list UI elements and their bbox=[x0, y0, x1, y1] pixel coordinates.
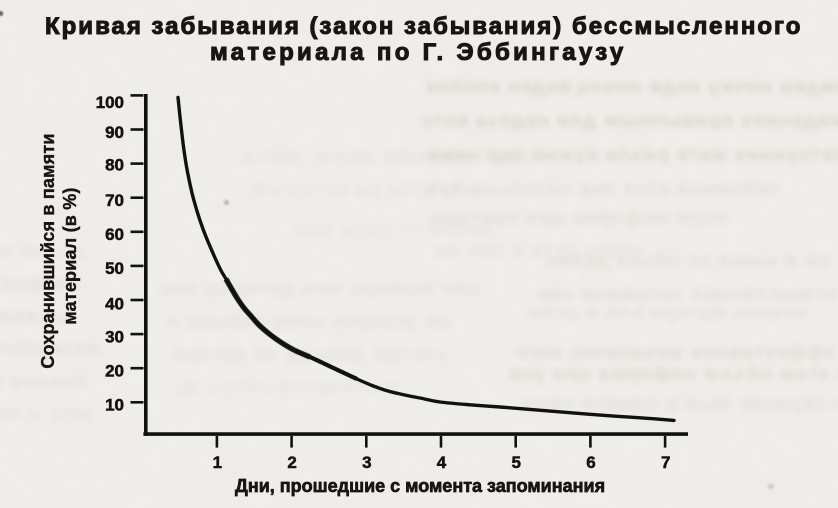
svg-text:1: 1 bbox=[213, 453, 222, 472]
svg-text:7: 7 bbox=[661, 453, 670, 472]
svg-text:5: 5 bbox=[511, 453, 520, 472]
svg-text:80: 80 bbox=[105, 156, 124, 175]
svg-text:40: 40 bbox=[105, 295, 124, 314]
svg-text:10: 10 bbox=[105, 395, 124, 414]
svg-text:100: 100 bbox=[96, 93, 124, 112]
svg-text:90: 90 bbox=[105, 123, 124, 142]
svg-text:20: 20 bbox=[105, 361, 124, 380]
svg-text:3: 3 bbox=[362, 453, 371, 472]
svg-text:70: 70 bbox=[105, 191, 124, 210]
svg-text:60: 60 bbox=[105, 225, 124, 244]
svg-text:50: 50 bbox=[105, 259, 124, 278]
svg-text:30: 30 bbox=[105, 327, 124, 346]
svg-text:6: 6 bbox=[586, 453, 595, 472]
svg-text:4: 4 bbox=[437, 453, 447, 472]
svg-text:2: 2 bbox=[287, 453, 296, 472]
